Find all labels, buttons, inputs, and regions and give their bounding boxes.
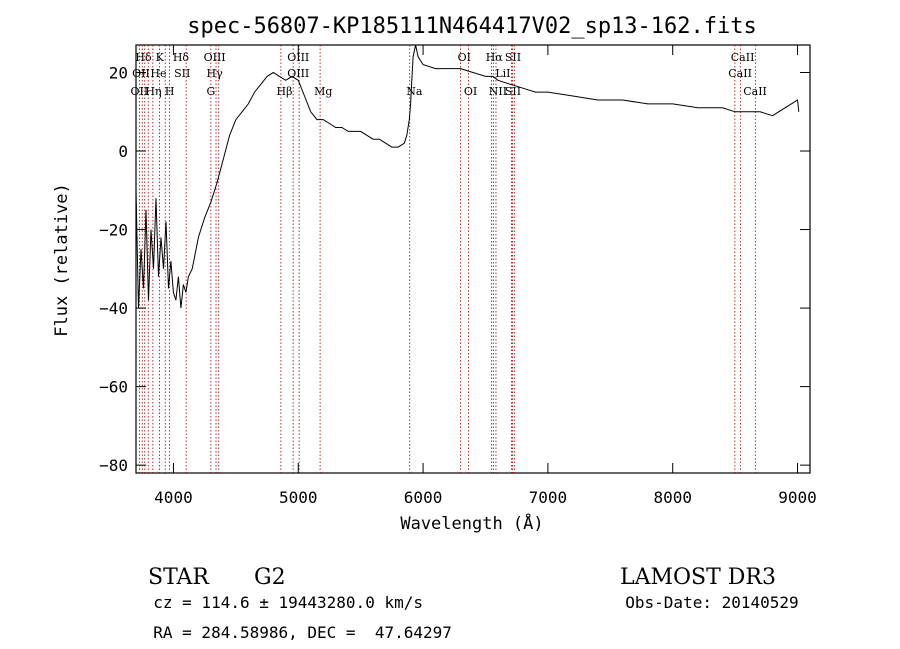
redshift-text: cz = 114.6 ± 19443280.0 km/s bbox=[153, 593, 423, 612]
y-tick-label: −40 bbox=[99, 299, 128, 318]
plot-area bbox=[135, 44, 811, 474]
line-label: CaII bbox=[731, 51, 755, 64]
y-axis-label: Flux (relative) bbox=[52, 183, 72, 337]
object-class-label: STAR bbox=[148, 565, 209, 590]
line-label: SII bbox=[505, 51, 521, 64]
line-label: G bbox=[206, 85, 215, 98]
x-tick-label: 4000 bbox=[154, 488, 193, 507]
line-label: Hβ bbox=[277, 85, 293, 98]
line-label: OI bbox=[464, 85, 477, 98]
object-subclass: G2 bbox=[240, 540, 286, 590]
line-label: OIII bbox=[204, 51, 226, 64]
line-label: OII bbox=[131, 85, 149, 98]
y-tick-label: −20 bbox=[99, 221, 128, 240]
line-label: SII bbox=[174, 67, 190, 80]
survey-name-label: LAMOST DR3 bbox=[620, 565, 776, 590]
object-class: STAR bbox=[134, 540, 209, 590]
coordinates-text: RA = 284.58986, DEC = 47.64297 bbox=[153, 623, 452, 642]
line-label: OIII bbox=[287, 67, 309, 80]
line-label: Hα bbox=[486, 51, 504, 64]
x-tick-label: 6000 bbox=[404, 488, 443, 507]
line-label: CaII bbox=[728, 67, 752, 80]
line-label: Hγ bbox=[207, 67, 224, 80]
chart-title: spec-56807-KP185111N464417V02_sp13-162.f… bbox=[187, 14, 757, 39]
x-tick-label: 7000 bbox=[529, 488, 568, 507]
line-label: OII bbox=[132, 67, 150, 80]
x-axis-label: Wavelength (Å) bbox=[400, 512, 543, 534]
redshift-info: cz = 114.6 ± 19443280.0 km/s bbox=[134, 574, 423, 612]
y-tick-label: −60 bbox=[99, 378, 128, 397]
spectrum-line bbox=[135, 44, 800, 309]
line-label: Na bbox=[406, 85, 423, 98]
line-label: K bbox=[156, 51, 165, 64]
x-tick-label: 5000 bbox=[279, 488, 318, 507]
y-axis-ticks: −80 −60 −40 −20 0 20 bbox=[99, 63, 810, 475]
y-tick-label: 20 bbox=[109, 63, 128, 82]
y-tick-label: 0 bbox=[118, 142, 128, 161]
line-label: H bbox=[165, 85, 175, 98]
object-subclass-label: G2 bbox=[254, 565, 286, 590]
x-tick-label: 9000 bbox=[778, 488, 817, 507]
line-label: CaII bbox=[743, 85, 767, 98]
line-label: Mg bbox=[314, 85, 332, 98]
line-label: NII bbox=[489, 85, 507, 98]
line-label: SII bbox=[505, 85, 521, 98]
line-label: Hδ bbox=[135, 51, 152, 64]
obs-date-text: Obs-Date: 20140529 bbox=[625, 593, 799, 612]
line-label: LiI bbox=[495, 67, 510, 80]
line-label: Hδ bbox=[173, 51, 190, 64]
x-tick-label: 8000 bbox=[653, 488, 692, 507]
line-label: OI bbox=[458, 51, 471, 64]
survey-name: LAMOST DR3 bbox=[606, 540, 776, 590]
obs-date-info: Obs-Date: 20140529 bbox=[606, 574, 799, 612]
line-label: OIII bbox=[287, 51, 309, 64]
coordinates-info: RA = 284.58986, DEC = 47.64297 bbox=[134, 604, 452, 642]
y-tick-label: −80 bbox=[99, 456, 128, 475]
x-axis-ticks: 4000 5000 6000 7000 8000 9000 bbox=[154, 45, 817, 507]
line-label: He bbox=[150, 67, 166, 80]
line-label: Hη bbox=[145, 85, 161, 98]
